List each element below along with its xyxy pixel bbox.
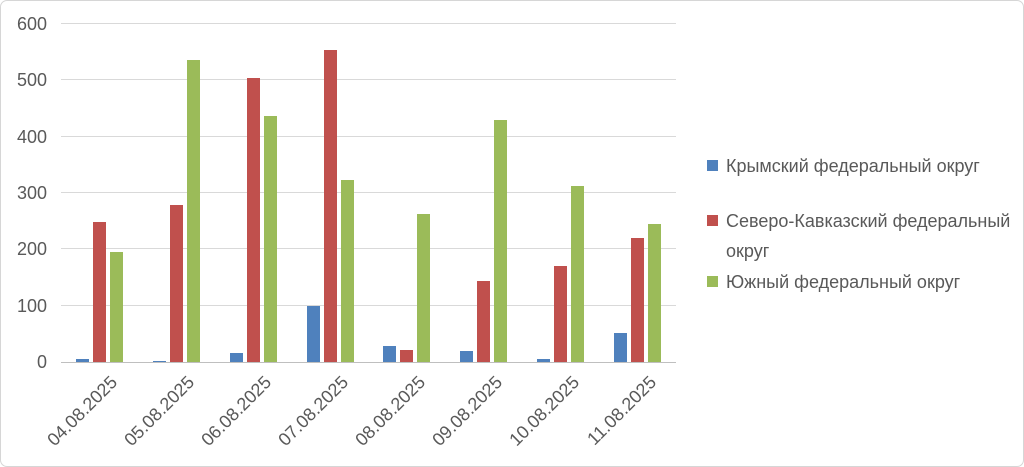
bar-04.08.2025-series-1 [92,222,106,362]
legend-label: Крымский федеральный округ [726,156,980,176]
gridline-300 [61,192,676,193]
plot-area [61,23,676,363]
gridline-200 [61,248,676,250]
gridline-600 [61,23,676,24]
bar-09.08.2025-series-0 [460,351,474,362]
bar-07.08.2025-series-1 [323,49,337,362]
legend-swatch-icon [707,276,718,287]
bar-05.08.2025-series-1 [169,204,183,362]
bar-09.08.2025-series-2 [494,119,508,362]
bar-10.08.2025-series-1 [554,266,568,362]
y-tick-label-100: 100 [16,295,47,316]
legend-item-0: Крымский федеральный округ [707,151,980,181]
gridline-400 [61,135,676,137]
bar-10.08.2025-series-2 [571,186,585,362]
bar-04.08.2025-series-0 [75,359,89,362]
y-tick-label-600: 600 [16,14,47,34]
legend-item-1: Северо-Кавказский федеральный округ [707,206,1019,266]
bar-07.08.2025-series-2 [340,180,354,362]
legend-item-2: Южный федеральный округ [707,267,960,297]
bar-09.08.2025-series-1 [477,281,491,362]
bar-05.08.2025-series-0 [152,360,166,362]
bar-08.08.2025-series-1 [400,350,414,362]
legend-swatch-icon [707,160,718,171]
bar-11.08.2025-series-1 [631,238,645,362]
bar-06.08.2025-series-1 [246,78,260,362]
bar-07.08.2025-series-0 [306,305,320,362]
bar-05.08.2025-series-2 [186,60,200,362]
bar-06.08.2025-series-0 [229,353,243,362]
bar-11.08.2025-series-0 [614,332,628,362]
legend-swatch-icon [707,215,718,226]
bar-04.08.2025-series-2 [109,251,123,362]
bar-10.08.2025-series-0 [537,359,551,362]
bar-08.08.2025-series-0 [383,346,397,362]
legend-label: Северо-Кавказский федеральный округ [726,211,1011,261]
y-tick-label-0: 0 [36,352,47,372]
gridline-100 [61,304,676,306]
bar-11.08.2025-series-2 [648,223,662,362]
gridline-500 [61,79,676,81]
y-tick-label-400: 400 [16,126,47,147]
x-axis-line [61,362,676,363]
y-tick-label-200: 200 [16,239,47,260]
y-tick-label-300: 300 [16,183,47,203]
legend-label: Южный федеральный округ [726,272,961,292]
bar-08.08.2025-series-2 [417,213,431,362]
bar-06.08.2025-series-2 [263,115,277,362]
y-tick-label-500: 500 [16,70,47,91]
